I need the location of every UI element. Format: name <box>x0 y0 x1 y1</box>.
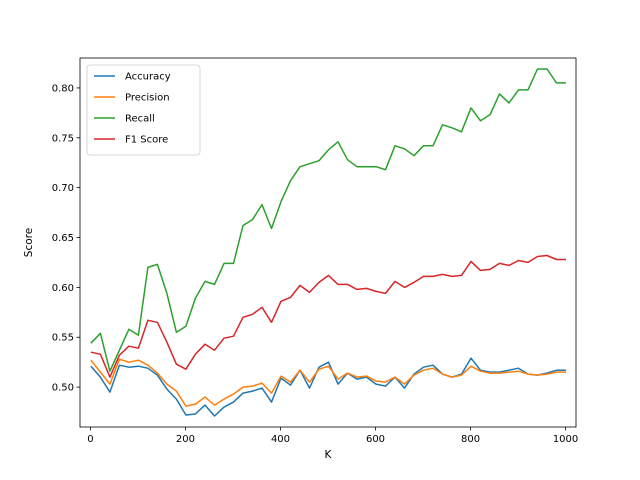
y-tick-label: 0.55 <box>52 333 74 344</box>
x-axis: 0 200 400 600 800 1000 <box>87 427 578 445</box>
series-line-f1-score <box>90 254 566 378</box>
y-tick-label: 0.80 <box>52 83 74 94</box>
y-tick-label: 0.70 <box>52 183 74 194</box>
x-tick-label: 400 <box>271 434 290 445</box>
x-axis-label: K <box>325 449 333 461</box>
legend: Accuracy Precision Recall F1 Score <box>86 64 201 156</box>
plot-lines <box>90 68 566 417</box>
y-tick-label: 0.60 <box>52 283 74 294</box>
x-tick-label: 0 <box>87 434 93 445</box>
y-axis-label: Score <box>23 228 35 257</box>
series-line-precision <box>90 358 566 407</box>
legend-label: Recall <box>125 114 155 125</box>
series-line-recall <box>90 68 566 372</box>
y-tick-label: 0.65 <box>52 233 74 244</box>
x-tick-label: 600 <box>366 434 385 445</box>
y-tick-label: 0.50 <box>52 383 74 394</box>
legend-label: Accuracy <box>125 72 171 83</box>
y-axis: 0.50 0.55 0.60 0.65 0.70 0.75 0.80 <box>52 83 80 394</box>
x-tick-label: 1000 <box>553 434 578 445</box>
y-tick-label: 0.75 <box>52 133 74 144</box>
x-tick-label: 200 <box>176 434 195 445</box>
series-line-accuracy <box>90 357 566 417</box>
legend-box <box>86 64 201 156</box>
x-tick-label: 800 <box>461 434 480 445</box>
axes-frame <box>79 57 577 428</box>
legend-label: Precision <box>125 93 170 104</box>
legend-label: F1 Score <box>125 135 168 146</box>
